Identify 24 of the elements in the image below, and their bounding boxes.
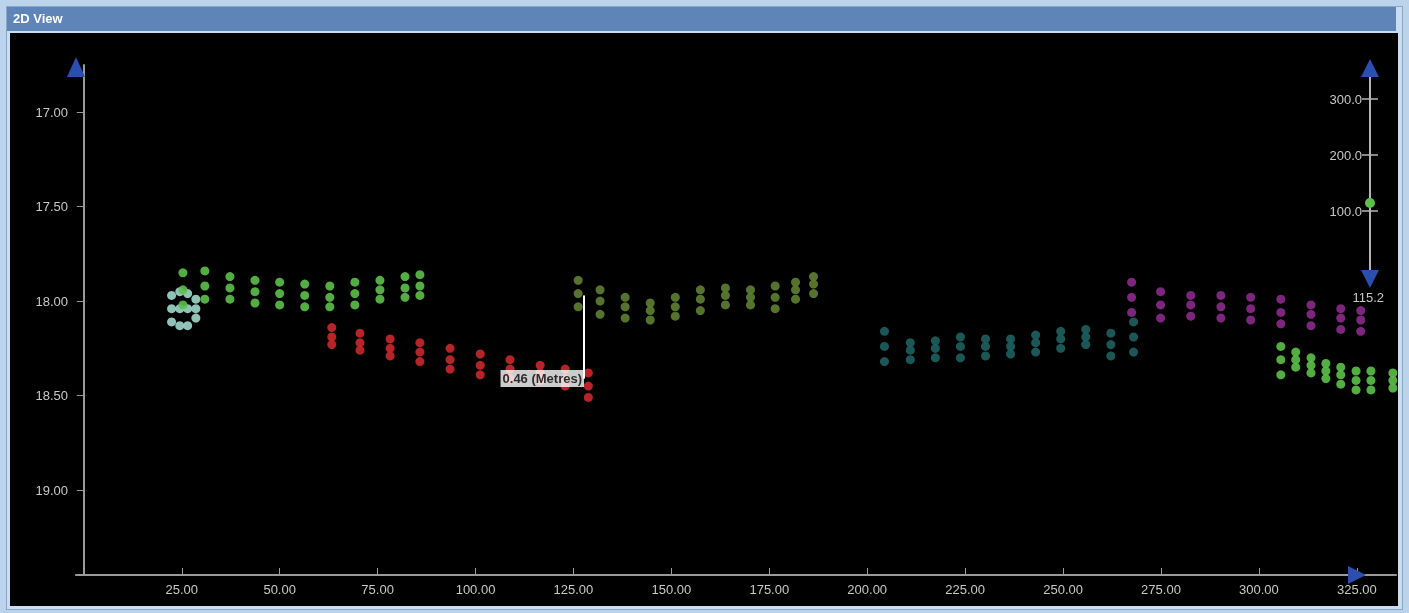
annotation: 115.2	[1352, 290, 1384, 305]
x-tick-label: 200.00	[847, 582, 888, 597]
x-tick-label: 225.00	[945, 582, 986, 597]
x-tick-label: 175.00	[749, 582, 790, 597]
annotation: 100.0	[1329, 204, 1362, 219]
annotation: 200.0	[1329, 148, 1362, 163]
x-tick-label: 125.00	[553, 582, 594, 597]
x-tick-label: 50.00	[263, 582, 296, 597]
y-tick-label: 17.50	[35, 199, 68, 215]
y-tick-label: 18.00	[35, 293, 68, 309]
x-tick-label: 150.00	[651, 582, 692, 597]
x-tick-label: 250.00	[1043, 582, 1083, 597]
y-tick-label: 18.50	[35, 388, 68, 404]
x-tick-label: 25.00	[165, 582, 199, 597]
annotation: 0.46 (Metres)	[502, 371, 583, 387]
x-tick-label: 100.00	[455, 582, 496, 597]
x-tick-label: 300.00	[1239, 582, 1279, 597]
x-tick-label: 275.00	[1141, 582, 1181, 597]
x-tick-label: 325.00	[1336, 582, 1377, 597]
annotation: 300.0	[1329, 92, 1362, 107]
y-tick-label: 19.00	[35, 482, 68, 498]
chart-title: 2D View	[7, 7, 1396, 31]
y-tick-label: 17.00	[35, 104, 68, 120]
x-tick-label: 75.00	[361, 582, 394, 597]
